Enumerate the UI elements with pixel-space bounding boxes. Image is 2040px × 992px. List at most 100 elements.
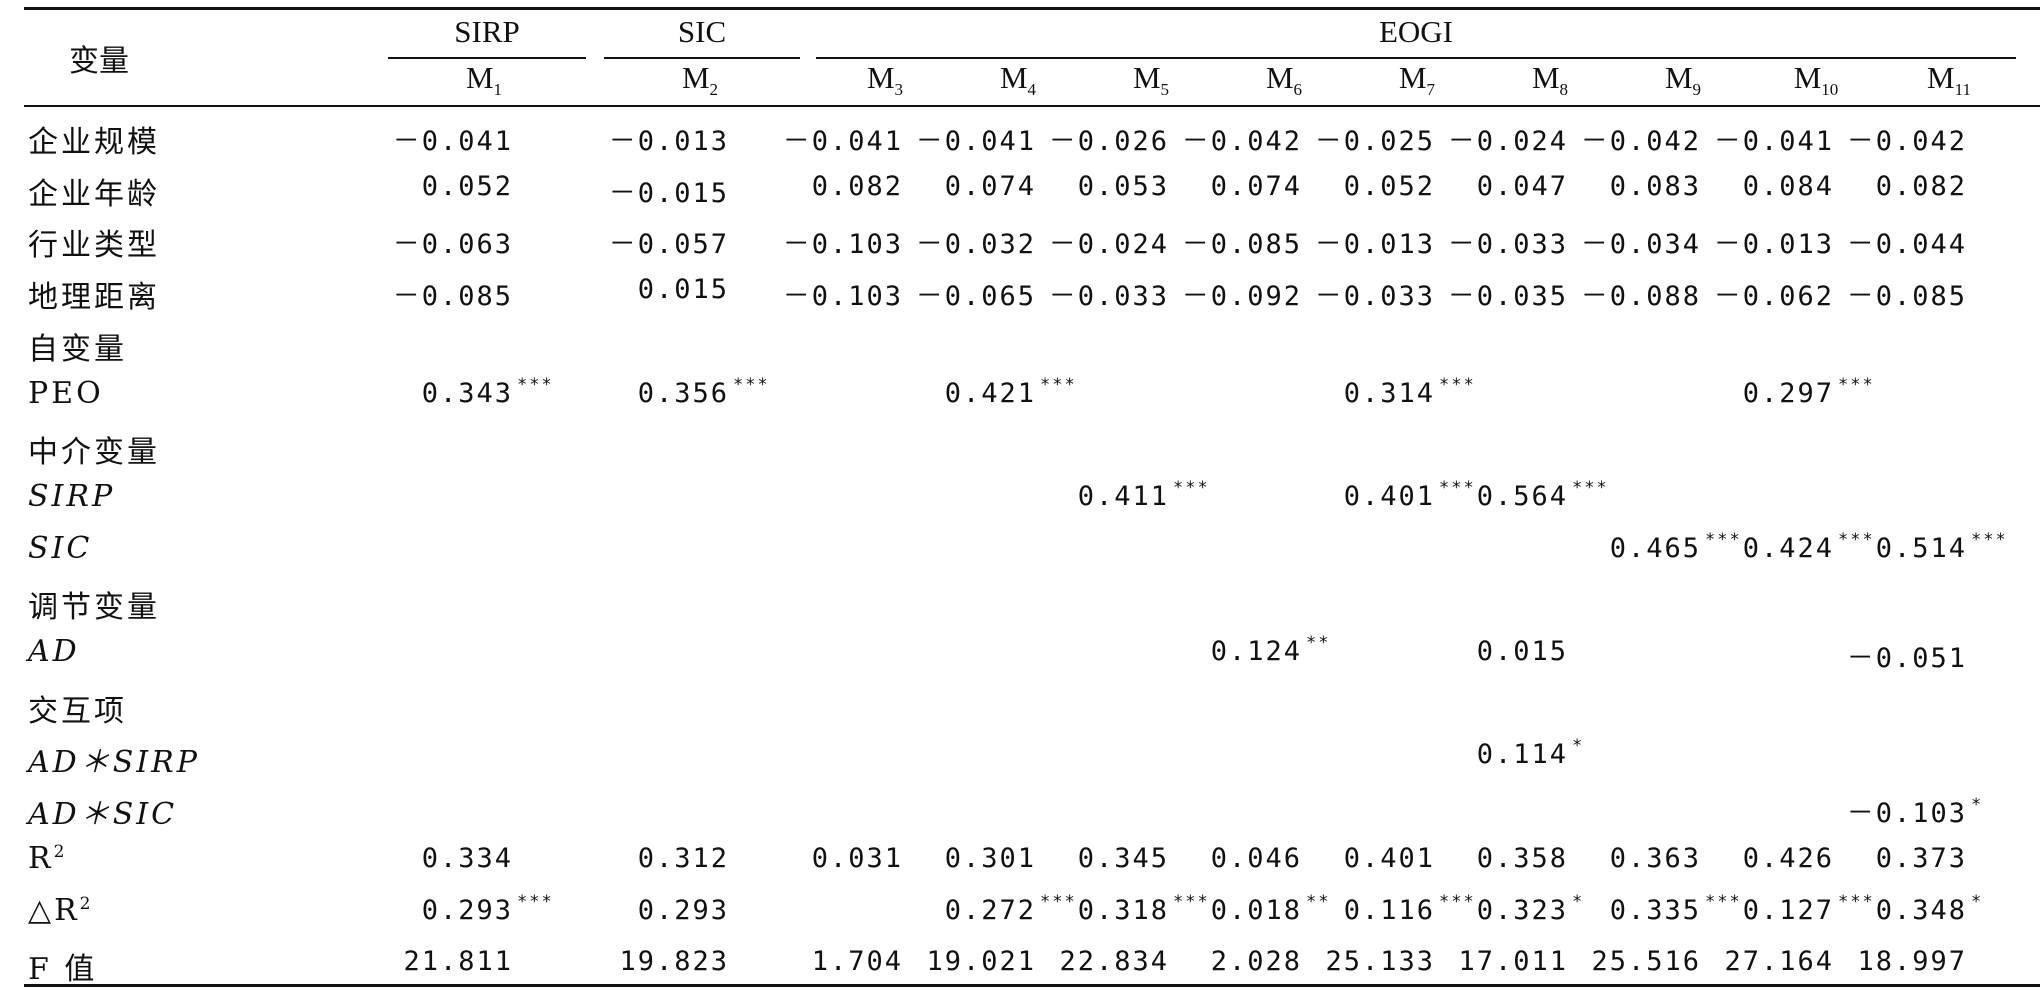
cell-value: 0.114 — [1476, 739, 1568, 771]
cell-value: －0.044 — [1846, 229, 1967, 261]
table-cell: －0.013 — [1315, 222, 1473, 261]
model-header: M11 — [1899, 60, 1999, 100]
cell-value: 0.116 — [1343, 894, 1435, 926]
cell-value: 0.426 — [1742, 842, 1834, 874]
cell-value: 2.028 — [1210, 946, 1302, 978]
table-cell: 0.426 — [1743, 843, 1872, 874]
table-cell: －0.042 — [1847, 119, 2005, 158]
model-header: M8 — [1500, 60, 1600, 100]
model-header-base: M — [1793, 60, 1822, 95]
table-cell: 0.082 — [1876, 171, 2005, 202]
row-label: SIC — [28, 530, 93, 566]
row-label-base: △R — [28, 892, 80, 928]
variable-header: 变量 — [69, 44, 129, 79]
model-header-subscript: 5 — [1160, 80, 1170, 100]
table-cell: 0.358 — [1477, 843, 1606, 874]
table-cell: 0.345 — [1078, 843, 1207, 874]
model-header-subscript: 10 — [1821, 80, 1839, 100]
cell-value: 0.301 — [944, 842, 1036, 874]
significance-stars: *** — [733, 374, 770, 395]
table-cell: －0.085 — [1847, 274, 2005, 313]
cell-value: －0.013 — [1713, 229, 1834, 261]
table-cell: －0.034 — [1581, 222, 1739, 261]
table-cell: －0.013 — [1714, 222, 1872, 261]
table-cell: －0.063 — [393, 222, 551, 261]
table-cell: 0.114 * — [1476, 736, 1606, 771]
table-cell: 0.356 *** — [638, 374, 770, 409]
significance-stars: *** — [1173, 477, 1210, 498]
cell-value: －0.103 — [782, 281, 903, 313]
cell-value: －0.057 — [608, 229, 729, 261]
significance-stars: *** — [1838, 529, 1875, 550]
cell-value: 0.015 — [1476, 636, 1568, 667]
cell-value: 0.082 — [811, 170, 903, 202]
cell-value: 0.564 — [1476, 480, 1568, 512]
model-header-base: M — [1927, 60, 1955, 95]
cell-value: 0.424 — [1742, 532, 1834, 564]
cell-value: 0.335 — [1609, 894, 1701, 926]
cell-value: 19.021 — [926, 946, 1036, 978]
table-cell: 0.047 — [1477, 171, 1606, 202]
table-cell: 0.514 *** — [1876, 530, 2006, 564]
cell-value: 0.084 — [1742, 170, 1834, 202]
row-label: 地理距离 — [28, 280, 160, 316]
table-cell: 0.424 *** — [1742, 529, 1875, 564]
cell-value: －0.088 — [1580, 281, 1701, 313]
cell-value: －0.042 — [1846, 126, 1967, 157]
cell-value: －0.103 — [782, 229, 903, 261]
cell-value: －0.063 — [392, 229, 513, 261]
cell-value: 0.358 — [1476, 842, 1568, 874]
significance-stars: *** — [1173, 891, 1210, 912]
header-rule — [24, 105, 2040, 107]
row-label: 自变量 — [28, 331, 127, 367]
table-cell: 0.116 *** — [1343, 891, 1476, 926]
cell-value: 0.401 — [1343, 842, 1435, 874]
table-cell: －0.103 * — [1847, 791, 2005, 830]
cell-value: 22.834 — [1059, 946, 1169, 978]
cell-value: 25.516 — [1591, 946, 1701, 978]
cell-value: 0.343 — [421, 377, 513, 409]
table-cell: －0.085 — [393, 274, 551, 313]
table-cell: 0.293 *** — [421, 891, 554, 926]
significance-stars: *** — [517, 891, 554, 912]
table-cell: 0.124 ** — [1211, 633, 1340, 667]
table-cell: －0.085 — [1182, 222, 1340, 261]
group-underline — [604, 57, 800, 59]
table-cell: －0.044 — [1847, 222, 2005, 261]
table-cell: －0.033 — [1448, 222, 1606, 261]
table-cell: －0.041 — [393, 119, 551, 158]
group-header-sirp: SIRP — [454, 14, 520, 49]
row-label: AD＊SIC — [28, 797, 178, 833]
regression-table: 变量 SIRP SIC EOGI M1 M2 M3 M4 M5 M6 M7 M8 M9 M10 M11 … — [24, 0, 2040, 992]
cell-value: －0.033 — [1447, 229, 1568, 261]
cell-value: －0.033 — [1048, 281, 1169, 313]
significance-stars: *** — [1040, 374, 1077, 395]
table-cell: 0.297 *** — [1743, 375, 1873, 409]
row-label: R2 — [28, 841, 67, 876]
table-cell: 0.465 *** — [1609, 530, 1740, 564]
cell-value: 0.293 — [421, 894, 513, 926]
cell-value: －0.092 — [1181, 281, 1302, 313]
model-header-base: M — [1265, 60, 1294, 95]
cell-value: 0.018 — [1210, 894, 1302, 926]
table-cell: 0.334 — [422, 843, 551, 874]
cell-value: －0.035 — [1447, 281, 1568, 313]
cell-value: 0.312 — [637, 842, 729, 874]
model-header-subscript: 8 — [1559, 80, 1569, 100]
significance-stars: *** — [1838, 891, 1875, 912]
cell-value: 0.421 — [944, 377, 1036, 409]
model-header: M4 — [968, 60, 1068, 100]
significance-stars: *** — [1705, 891, 1742, 912]
table-cell: 0.363 — [1610, 843, 1739, 874]
model-header-subscript: 2 — [709, 80, 719, 100]
cell-value: 25.133 — [1325, 946, 1435, 978]
table-cell: －0.103 — [783, 222, 941, 261]
model-header: M6 — [1234, 60, 1334, 100]
cell-value: 0.082 — [1875, 170, 1967, 202]
cell-value: 0.401 — [1343, 480, 1435, 512]
cell-value: 0.465 — [1609, 532, 1701, 564]
significance-stars: *** — [1439, 891, 1476, 912]
cell-value: 17.011 — [1458, 946, 1568, 978]
model-header-subscript: 9 — [1692, 80, 1702, 100]
table-cell: －0.041 — [783, 119, 941, 158]
